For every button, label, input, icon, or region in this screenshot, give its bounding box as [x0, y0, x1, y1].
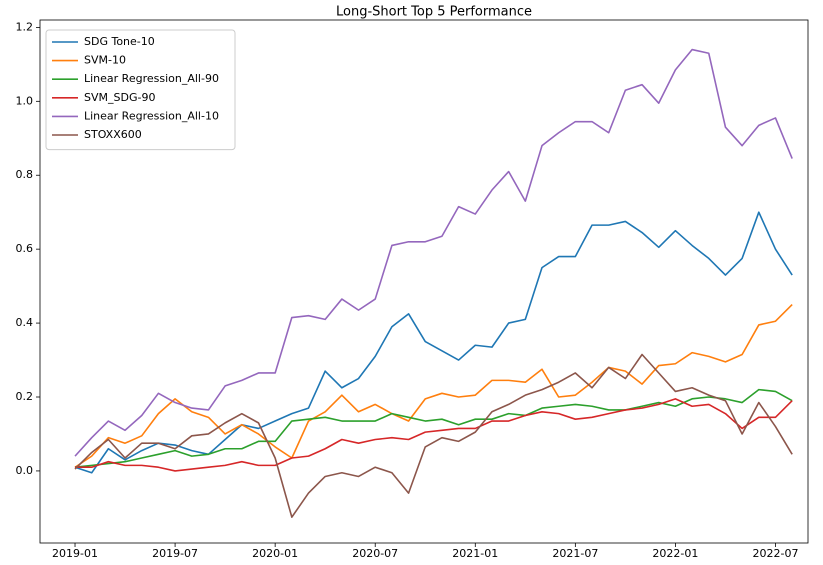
- x-tick-label: 2020-01: [252, 547, 298, 560]
- x-tick-label: 2019-01: [52, 547, 98, 560]
- legend-label: Linear Regression_All-10: [84, 109, 219, 122]
- series-line: [75, 398, 793, 472]
- legend-label: STOXX600: [84, 128, 142, 141]
- x-tick-label: 2019-07: [152, 547, 198, 560]
- x-tick-label: 2021-07: [552, 547, 598, 560]
- legend-label: SVM_SDG-90: [84, 91, 155, 104]
- series-line: [74, 353, 793, 518]
- y-tick-label: 0.8: [16, 168, 34, 181]
- series-line: [74, 48, 793, 457]
- legend-label: Linear Regression_All-90: [84, 72, 219, 85]
- legend-label: SDG Tone-10: [84, 35, 155, 48]
- x-tick-label: 2022-01: [652, 547, 698, 560]
- y-tick-label: 0.2: [16, 390, 34, 403]
- y-tick-label: 0.6: [16, 242, 34, 255]
- y-tick-label: 0.4: [16, 316, 34, 329]
- y-tick-label: 1.2: [16, 20, 34, 33]
- x-tick-label: 2020-07: [352, 547, 398, 560]
- plot-frame: [39, 19, 809, 544]
- series-line: [74, 304, 793, 468]
- y-tick-label: 0.0: [16, 464, 34, 477]
- legend-label: SVM-10: [84, 54, 126, 67]
- series-line: [74, 388, 793, 469]
- x-tick-label: 2021-01: [452, 547, 498, 560]
- y-tick-label: 1.0: [16, 94, 34, 107]
- chart-title: Long-Short Top 5 Performance: [336, 5, 532, 20]
- series-line: [74, 211, 793, 474]
- x-tick-label: 2022-07: [752, 547, 798, 560]
- legend-box: [45, 29, 236, 151]
